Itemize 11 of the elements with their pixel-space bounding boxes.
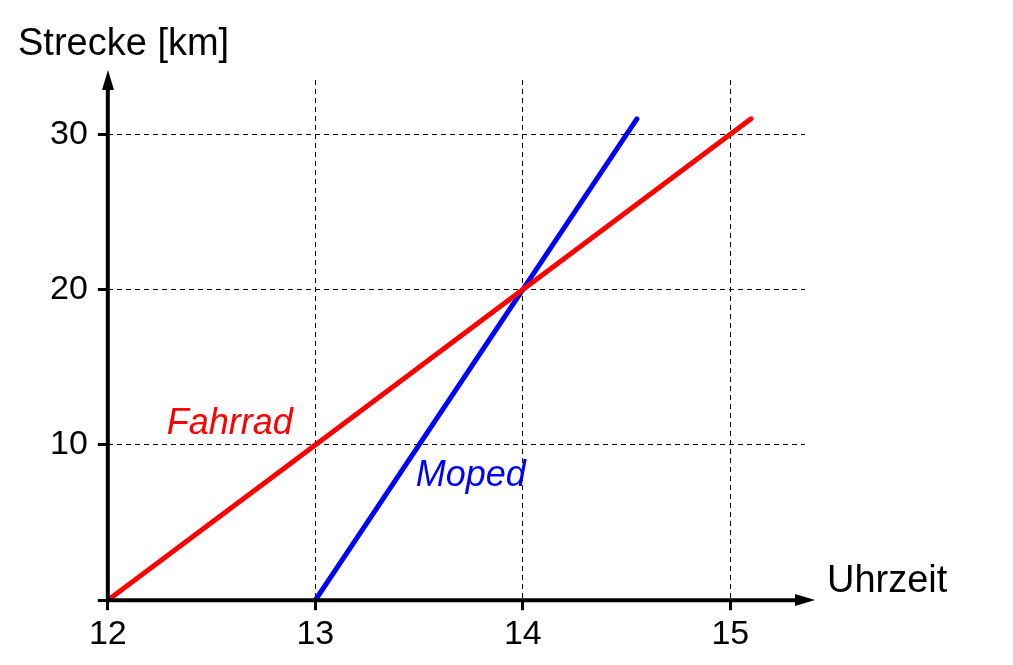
x-axis-title: Uhrzeit bbox=[827, 558, 948, 601]
series-label: Moped bbox=[415, 452, 527, 494]
y-tick-label: 10 bbox=[49, 423, 88, 462]
y-tick-label: 20 bbox=[49, 268, 88, 307]
x-tick-label: 14 bbox=[503, 612, 542, 651]
x-tick-label: 12 bbox=[88, 612, 127, 651]
y-tick-label: 30 bbox=[49, 112, 88, 151]
x-tick-label: 13 bbox=[296, 612, 335, 651]
x-tick-label: 15 bbox=[711, 612, 750, 651]
series-label: Fahrrad bbox=[166, 400, 294, 442]
y-axis-title: Strecke [km] bbox=[18, 21, 230, 63]
